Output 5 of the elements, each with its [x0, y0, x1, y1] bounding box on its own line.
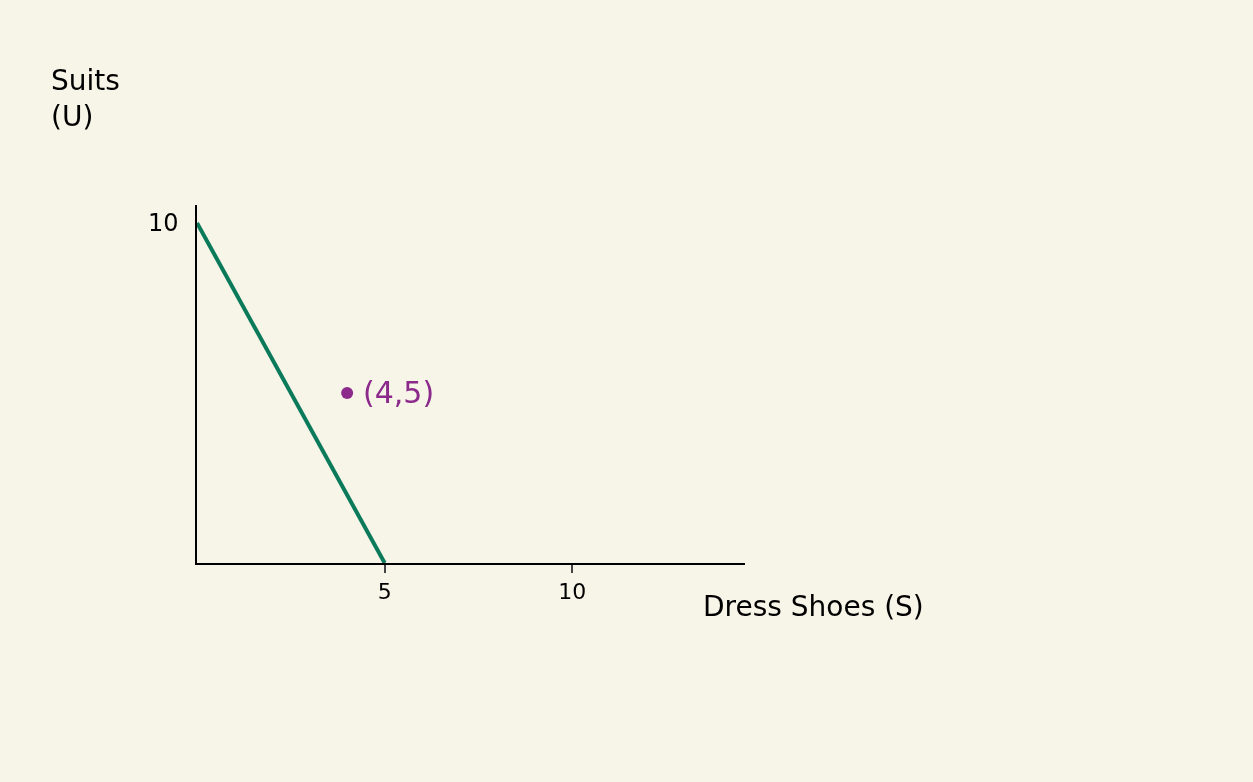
x-axis-title: Dress Shoes (S)	[703, 590, 924, 623]
annotation: (4,5)	[363, 375, 435, 410]
y-axis-title: Suits (U)	[51, 64, 120, 134]
x-tick-label: 5	[377, 579, 392, 605]
annotation: 10	[148, 209, 179, 237]
